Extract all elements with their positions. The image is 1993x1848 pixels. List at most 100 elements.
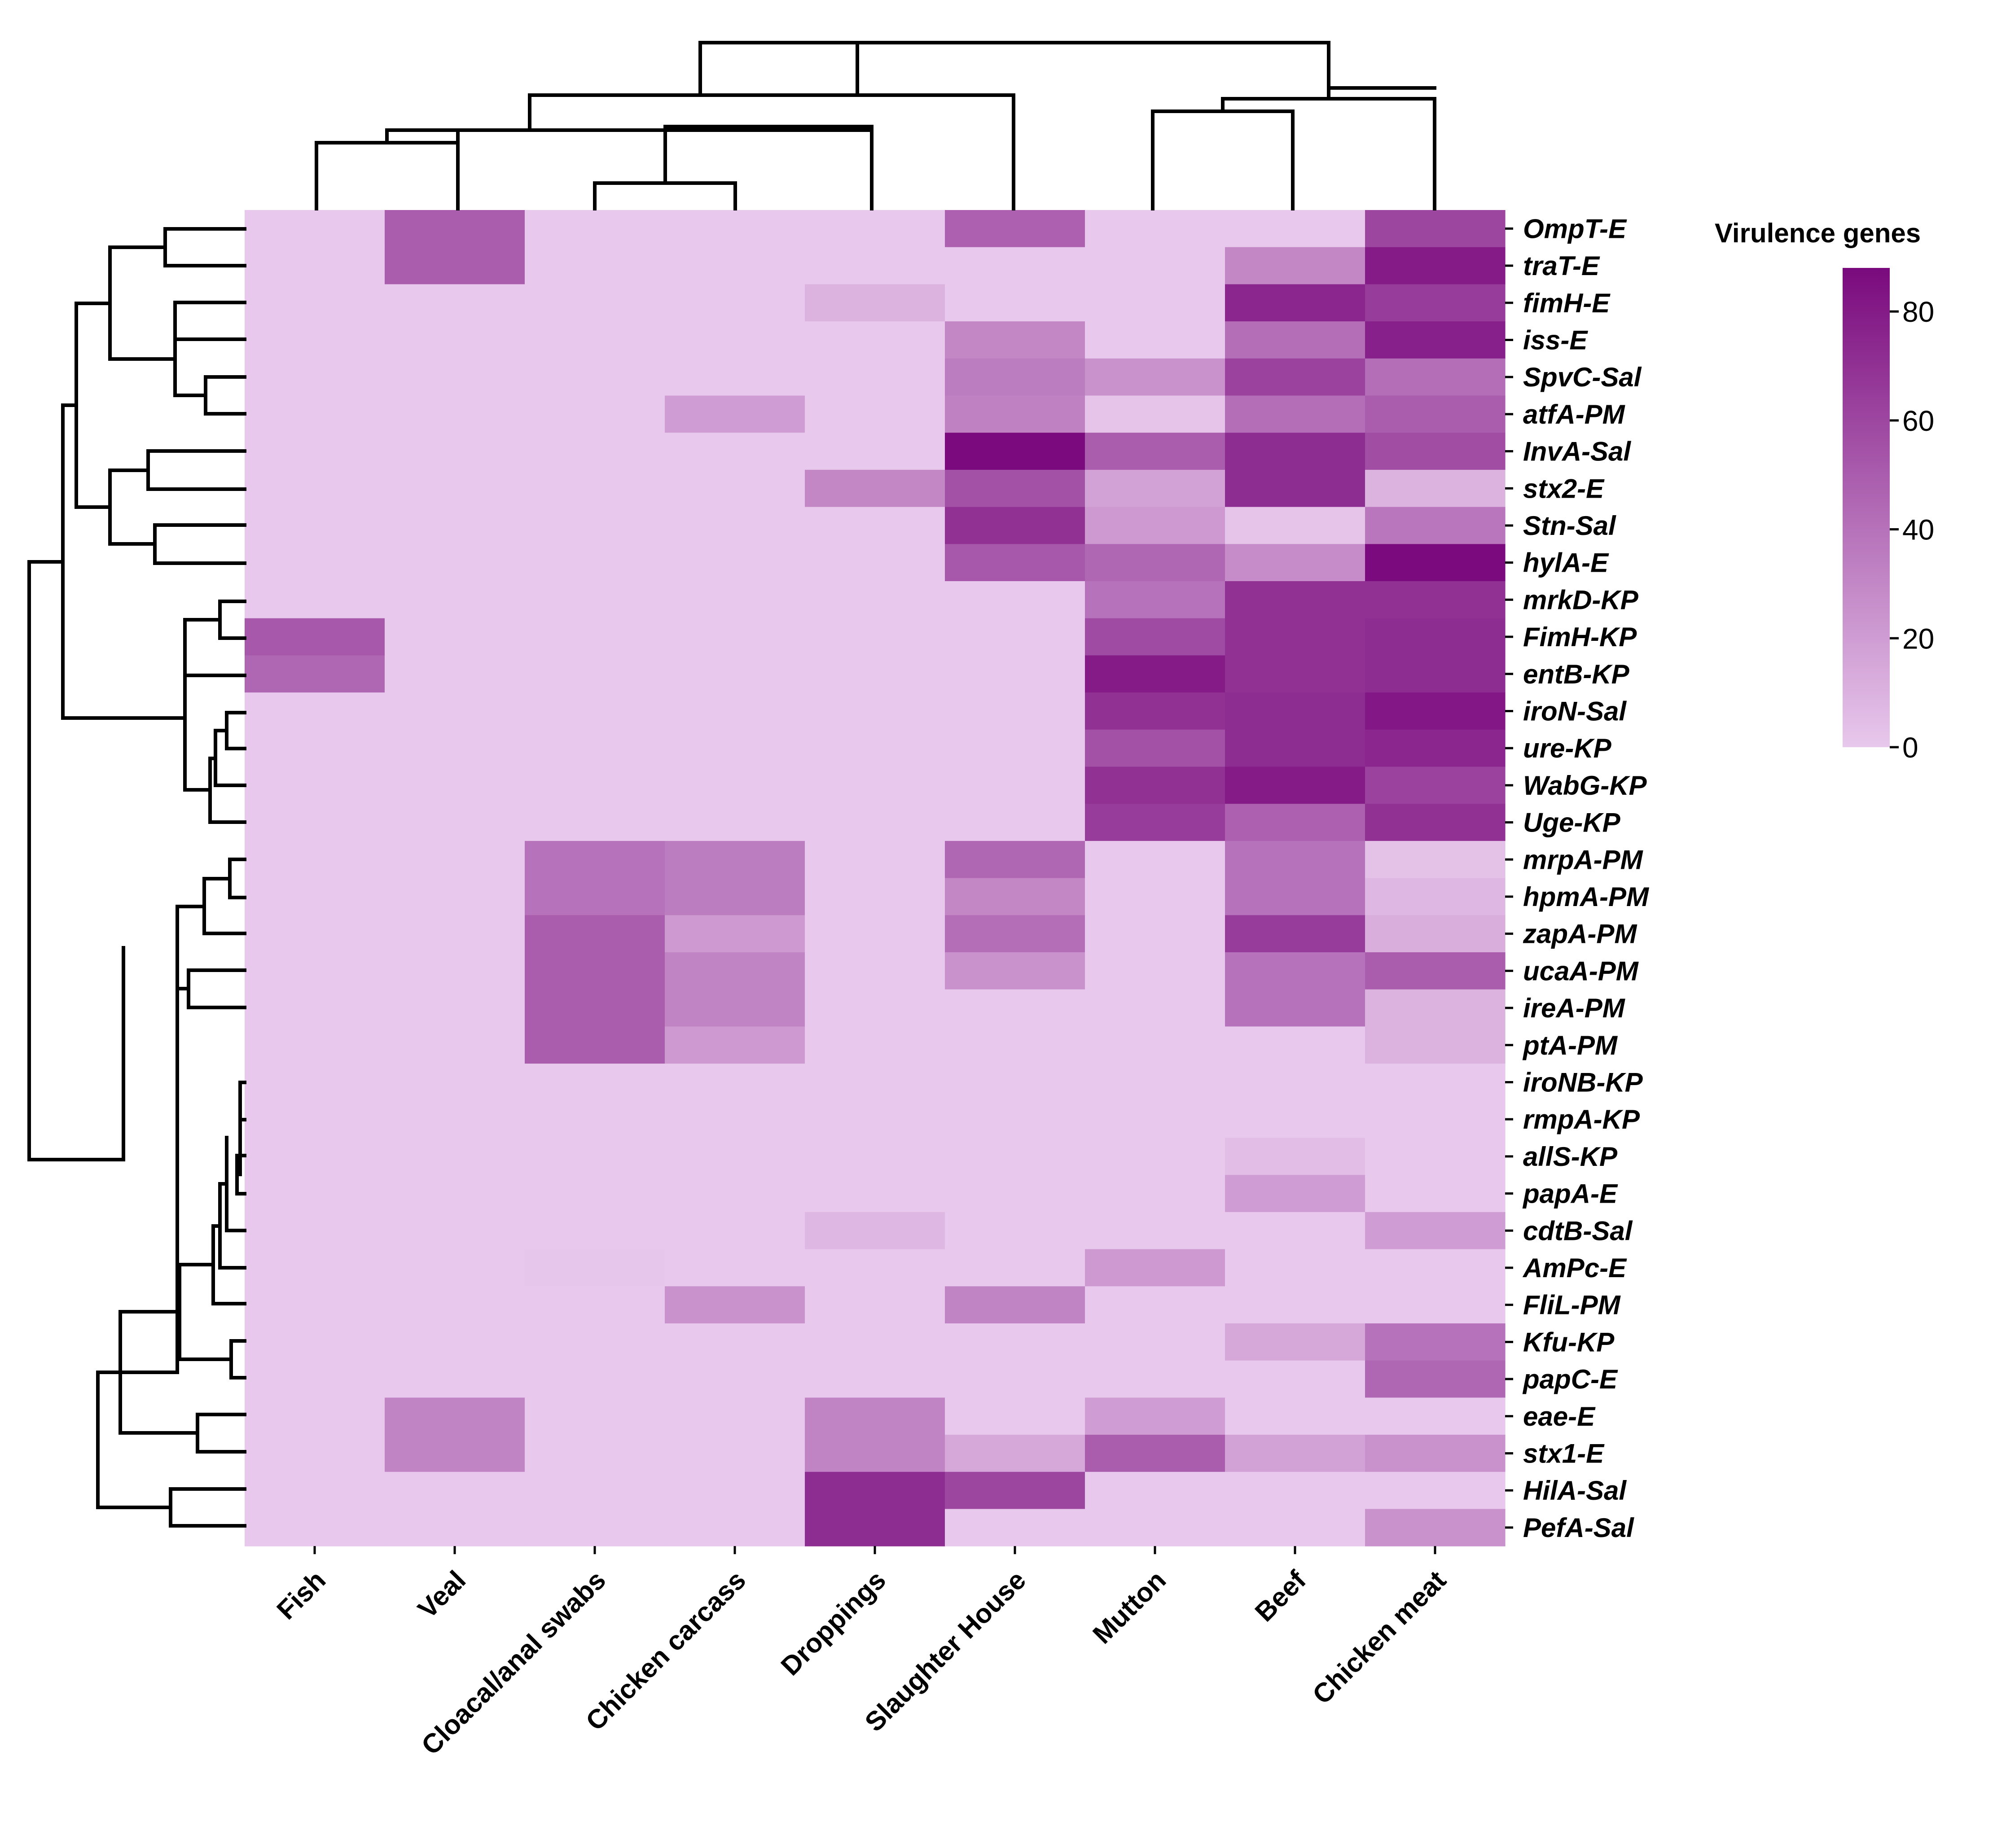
heatmap-cell [245,358,385,396]
heatmap-cell [1365,1249,1506,1287]
heatmap-cell [385,1100,525,1139]
heatmap-cell [945,1471,1085,1510]
row-label: atfA-PM [1523,399,1626,429]
heatmap-cell [525,1026,665,1064]
heatmap-cell [385,618,525,656]
row-label: stx1-E [1523,1438,1605,1468]
heatmap-cell [245,284,385,322]
heatmap-cell [1365,1064,1506,1101]
heatmap-cell [665,1175,805,1213]
heatmap-cell [245,766,385,804]
heatmap-cell [665,1138,805,1175]
heatmap-cell [245,247,385,285]
row-label: entB-KP [1523,659,1630,689]
row-label: allS-KP [1523,1142,1618,1172]
heatmap-cell [665,841,805,879]
heatmap-cell [805,1471,945,1510]
heatmap-cell [1225,321,1365,359]
heatmap-cell [1225,1323,1365,1361]
heatmap-cell [1085,989,1225,1027]
heatmap-cell [1085,507,1225,544]
heatmap-cell [1225,1286,1365,1324]
heatmap-cell [945,1249,1085,1287]
heatmap-cell [385,729,525,767]
heatmap-cell [805,1397,945,1435]
heatmap-cell [1085,210,1225,248]
heatmap-cell [1085,1435,1225,1472]
heatmap-cell [805,507,945,544]
heatmap-cell [525,469,665,508]
heatmap-cell [1365,1286,1506,1324]
heatmap-cell [1085,766,1225,804]
heatmap-cell [945,915,1085,953]
heatmap-cell [525,692,665,730]
heatmap-cell [665,655,805,693]
heatmap-cell [525,1249,665,1287]
heatmap-cell [1225,1471,1365,1510]
row-label: papC-E [1522,1364,1618,1394]
heatmap-cell [1225,655,1365,693]
heatmap-cell [665,469,805,508]
heatmap-cell [1225,1509,1365,1546]
heatmap-cell [1365,841,1506,879]
heatmap-cell [665,1509,805,1546]
heatmap-cell [1085,655,1225,693]
heatmap-cell [805,989,945,1027]
heatmap-cell [385,581,525,619]
heatmap-cell [665,618,805,656]
heatmap-cell [385,544,525,582]
heatmap-cell [945,469,1085,508]
heatmap-cell [245,544,385,582]
heatmap-cell [1085,581,1225,619]
row-label: ure-KP [1523,733,1612,763]
heatmap-cell [805,1026,945,1064]
heatmap-cell [1365,878,1506,915]
heatmap-cell [945,1026,1085,1064]
heatmap-cell [1365,433,1506,470]
heatmap-cell [1085,692,1225,730]
row-label: iroN-Sal [1523,696,1627,726]
heatmap-cell [1365,284,1506,322]
heatmap-cell [945,729,1085,767]
heatmap-cell [945,1360,1085,1398]
row-label: iss-E [1523,325,1588,355]
heatmap-cell [525,544,665,582]
heatmap-cell [245,1471,385,1510]
heatmap-cell [1085,1212,1225,1250]
heatmap-cell [1365,1138,1506,1175]
heatmap-cell [385,321,525,359]
heatmap-cell [945,1138,1085,1175]
heatmap-cell [1085,395,1225,433]
heatmap-cell [245,692,385,730]
heatmap-cell [245,729,385,767]
heatmap-cell [1225,804,1365,841]
heatmap-cell [245,321,385,359]
heatmap-cell [1085,841,1225,879]
row-label: papA-E [1522,1179,1618,1209]
heatmap-cell [525,618,665,656]
heatmap-cell [945,1064,1085,1101]
heatmap-cell [385,284,525,322]
row-label: iroNB-KP [1523,1067,1643,1097]
heatmap-cell [1225,395,1365,433]
row-label: SpvC-Sal [1523,362,1642,392]
colorbar-tick-label: 20 [1902,622,1934,655]
heatmap-cell [245,1026,385,1064]
row-label: ucaA-PM [1523,956,1639,986]
heatmap-cell [1365,1435,1506,1472]
heatmap-cell [945,989,1085,1027]
heatmap-cell [1365,766,1506,804]
heatmap-cell [665,1397,805,1435]
heatmap-cell [525,989,665,1027]
heatmap-cell [525,915,665,953]
heatmap-cell [665,247,805,285]
heatmap-cell [1225,581,1365,619]
heatmap-cell [245,469,385,508]
heatmap-cell [385,1249,525,1287]
heatmap-cell [665,1212,805,1250]
heatmap-cell [945,1175,1085,1213]
column-label: Beef [1249,1564,1312,1627]
heatmap-cell [1085,729,1225,767]
heatmap-cell [1225,915,1365,953]
